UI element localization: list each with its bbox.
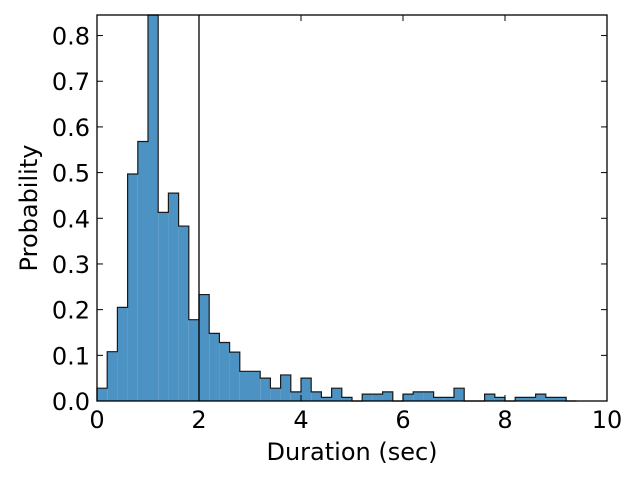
y-tick-label: 0.6 (52, 114, 90, 142)
x-axis-label: Duration (sec) (266, 438, 437, 466)
histogram-bar (239, 371, 250, 401)
histogram-bar (117, 307, 128, 401)
x-axis-ticks: 0 2 4 6 8 10 (89, 15, 622, 434)
histogram-bar (494, 397, 505, 401)
x-tick-label: 10 (592, 406, 623, 434)
y-axis-label: Probability (15, 145, 43, 272)
histogram-bar (382, 391, 393, 401)
histogram-bar (209, 333, 220, 401)
histogram-bar (199, 294, 210, 401)
histogram-bar (331, 388, 342, 401)
histogram-bar (362, 394, 373, 401)
histogram-bar (556, 397, 567, 401)
y-tick-label: 0.8 (52, 23, 90, 51)
histogram-bar (280, 374, 291, 401)
histogram-bar (219, 342, 230, 401)
histogram-bar (188, 319, 199, 401)
histogram-bar (525, 397, 536, 401)
histogram-bar (290, 391, 301, 401)
y-tick-label: 0.2 (52, 297, 90, 325)
x-tick-label: 6 (395, 406, 410, 434)
histogram-bar (413, 391, 424, 401)
y-axis-ticks: 0.0 0.1 0.2 0.3 0.4 0.5 0.6 0.7 0.8 (52, 23, 607, 416)
histogram-bar (168, 193, 179, 401)
histogram-bar (270, 388, 281, 401)
x-tick-label: 4 (293, 406, 308, 434)
histogram-bar (535, 394, 546, 401)
histogram-bar (148, 15, 159, 401)
y-tick-label: 0.3 (52, 251, 90, 279)
histogram-bar (341, 397, 352, 401)
histogram-bar (321, 397, 332, 401)
histogram-bar (433, 397, 444, 401)
histogram-outline (96, 14, 577, 402)
histogram-bar (545, 397, 556, 401)
histogram-bar (301, 378, 312, 401)
histogram-bar (515, 397, 526, 401)
y-tick-label: 0.4 (52, 205, 90, 233)
histogram-bar (260, 378, 271, 401)
y-tick-label: 0.1 (52, 342, 90, 370)
x-tick-label: 0 (89, 406, 104, 434)
histogram-bar (107, 351, 118, 401)
histogram-bar (423, 391, 434, 401)
plot-frame (96, 14, 608, 402)
histogram-bar (454, 388, 465, 401)
histogram-bar (137, 141, 148, 401)
x-tick-label: 8 (497, 406, 512, 434)
x-tick-label: 2 (191, 406, 206, 434)
histogram-bar (403, 394, 414, 401)
histogram-bar (178, 226, 189, 401)
y-tick-label: 0.7 (52, 68, 90, 96)
histogram-bar (484, 394, 495, 401)
y-tick-label: 0.5 (52, 160, 90, 188)
histogram-bar (250, 371, 261, 401)
histogram-bar (443, 397, 454, 401)
histogram-bar (127, 173, 138, 401)
histogram-bar (97, 388, 108, 401)
histogram-bar (372, 394, 383, 401)
histogram-bar (158, 212, 169, 401)
histogram-bars (97, 15, 567, 401)
histogram-bar (311, 391, 322, 401)
y-tick-label: 0.0 (52, 388, 90, 416)
histogram-bar (229, 352, 240, 401)
